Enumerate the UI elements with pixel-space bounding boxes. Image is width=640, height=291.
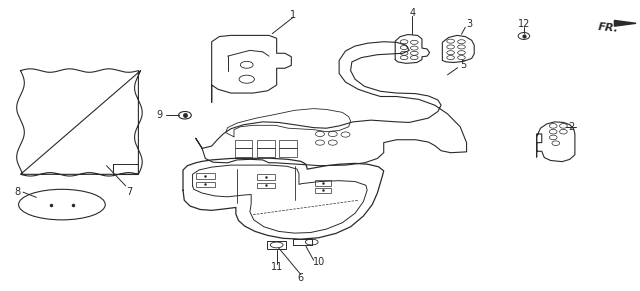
Text: 9: 9 xyxy=(156,110,163,120)
Text: 2: 2 xyxy=(568,122,575,132)
Bar xyxy=(235,148,252,157)
Text: 12: 12 xyxy=(518,19,530,29)
Text: 7: 7 xyxy=(125,187,132,197)
Bar xyxy=(235,140,252,148)
Bar xyxy=(315,180,332,186)
Bar xyxy=(279,140,297,148)
Text: 5: 5 xyxy=(460,60,467,70)
Text: 11: 11 xyxy=(271,262,283,272)
Bar xyxy=(267,241,286,249)
Bar xyxy=(257,148,275,157)
Text: 1: 1 xyxy=(290,10,296,20)
Bar xyxy=(196,173,215,179)
Bar xyxy=(315,188,332,193)
Text: FR.: FR. xyxy=(597,22,619,34)
Bar xyxy=(279,148,297,157)
Text: 8: 8 xyxy=(14,187,20,197)
Text: 10: 10 xyxy=(312,257,325,267)
Bar xyxy=(196,182,215,187)
Bar xyxy=(257,183,275,188)
Text: 3: 3 xyxy=(467,19,473,29)
Text: 4: 4 xyxy=(410,8,415,19)
Polygon shape xyxy=(614,20,636,26)
Text: 6: 6 xyxy=(298,273,304,283)
Bar xyxy=(257,174,275,180)
Bar xyxy=(257,140,275,148)
